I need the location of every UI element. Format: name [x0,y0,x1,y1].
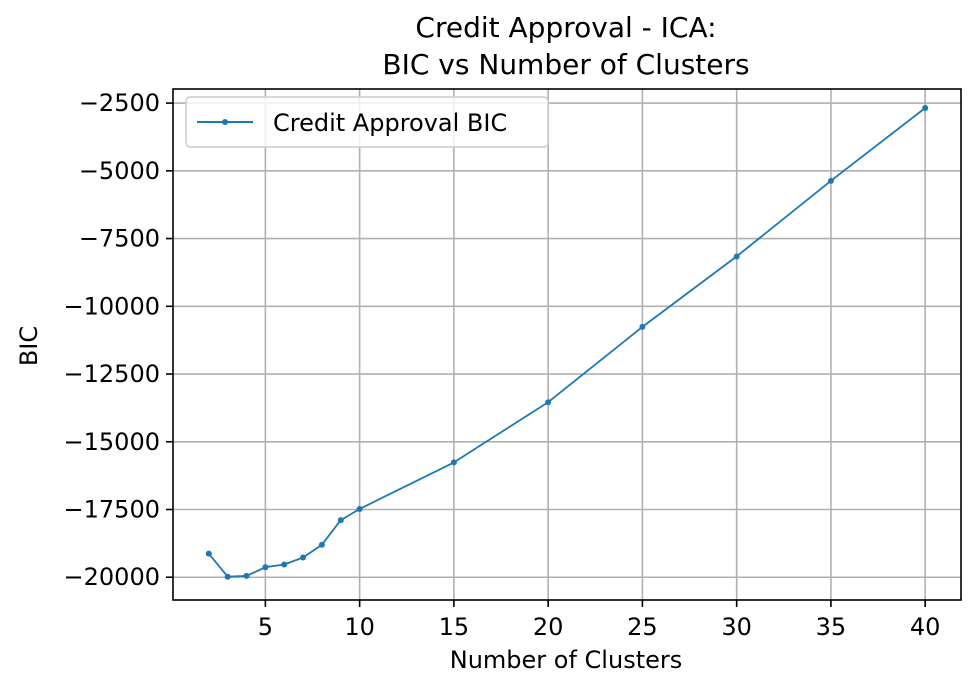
x-tick-label: 15 [439,613,470,641]
x-tick-label: 30 [721,613,752,641]
data-point [262,564,269,571]
series-layer [205,104,929,580]
legend: Credit Approval BIC [185,96,549,148]
data-point [545,399,552,406]
chart-title-line-1: Credit Approval - ICA: [415,11,716,44]
data-point [450,459,457,466]
y-tick-label: −10000 [64,292,160,320]
data-point [827,177,834,184]
series-line [208,107,926,578]
axes: 5 10 15 20 25 30 35 40 −2500 −5000 −7500 −10000 −125… [64,88,962,641]
data-point [318,541,325,548]
x-axis-label: Number of Clusters [450,646,683,674]
x-tick-label: 40 [910,613,941,641]
grid [173,89,961,600]
data-point [205,550,212,557]
y-tick-label: −5000 [79,157,160,185]
x-tick-label: 10 [344,613,375,641]
plot-frame [172,88,962,601]
data-point [733,253,740,260]
legend-marker-swatch [222,119,228,125]
x-tick-label: 5 [258,613,273,641]
y-axis-label: BIC [15,326,43,366]
data-point [356,505,363,512]
data-point [639,323,646,330]
y-tick-label: −20000 [64,563,160,591]
data-point [281,561,288,568]
x-tick-label: 35 [816,613,847,641]
data-point [224,573,231,580]
y-tick-label: −12500 [64,360,160,388]
y-tick-label: −2500 [79,89,160,117]
x-tick-label: 20 [533,613,564,641]
y-tick-label: −7500 [79,225,160,253]
data-point [922,104,929,111]
data-point [337,517,344,524]
y-tick-label: −17500 [64,496,160,524]
legend-label: Credit Approval BIC [273,109,507,137]
chart-title-line-2: BIC vs Number of Clusters [382,48,749,81]
x-tick-label: 25 [627,613,658,641]
y-tick-label: −15000 [64,428,160,456]
data-point [300,554,307,561]
data-point [243,572,250,579]
legend-box [185,96,549,148]
